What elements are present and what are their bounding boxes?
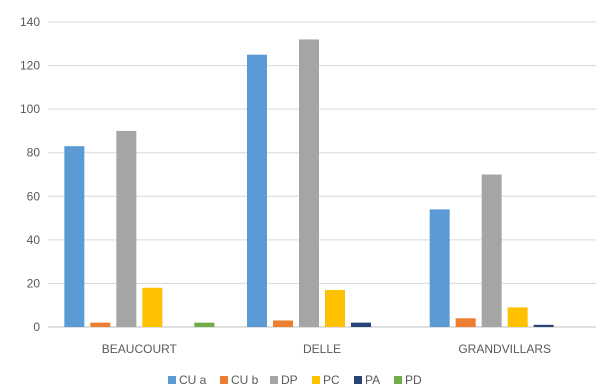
x-category-label: BEAUCOURT bbox=[102, 342, 178, 356]
legend-label: CU a bbox=[179, 373, 207, 387]
bar-pa-grandvillars bbox=[533, 324, 554, 327]
x-category-label: DELLE bbox=[303, 342, 341, 356]
bar-pd-beaucourt bbox=[194, 322, 215, 327]
bar-cu-a-beaucourt bbox=[64, 146, 85, 327]
y-tick-label: 80 bbox=[27, 146, 41, 160]
bar-cu-b-delle bbox=[273, 320, 293, 327]
bars bbox=[64, 39, 554, 328]
legend-swatch bbox=[312, 376, 320, 384]
legend-swatch bbox=[220, 376, 228, 384]
y-tick-label: 0 bbox=[33, 320, 40, 334]
bar-dp-delle bbox=[299, 39, 319, 328]
bar-pc-beaucourt bbox=[142, 287, 163, 327]
bar-pc-delle bbox=[325, 289, 345, 327]
bar-dp-grandvillars bbox=[481, 174, 502, 327]
legend: CU a CU b DP PC PA PD bbox=[168, 373, 422, 387]
bar-cu-b-grandvillars bbox=[455, 318, 476, 327]
x-axis: BEAUCOURT DELLE GRANDVILLARS bbox=[102, 342, 551, 356]
legend-swatch bbox=[394, 376, 402, 384]
y-tick-label: 60 bbox=[27, 189, 41, 203]
legend-label: PD bbox=[405, 373, 422, 387]
y-tick-label: 140 bbox=[20, 15, 40, 29]
y-tick-label: 20 bbox=[27, 276, 41, 290]
y-tick-label: 120 bbox=[20, 59, 40, 73]
legend-label: PA bbox=[365, 373, 380, 387]
gridlines bbox=[48, 21, 596, 328]
bar-cu-b-beaucourt bbox=[90, 322, 111, 327]
x-category-label: GRANDVILLARS bbox=[458, 342, 551, 356]
legend-label: DP bbox=[281, 373, 298, 387]
bar-cu-a-grandvillars bbox=[429, 209, 450, 327]
legend-label: PC bbox=[323, 373, 340, 387]
y-axis: 0 20 40 60 80 100 120 140 bbox=[20, 15, 40, 334]
bar-pc-grandvillars bbox=[507, 307, 528, 327]
y-tick-label: 100 bbox=[20, 102, 40, 116]
bar-pa-delle bbox=[351, 322, 371, 327]
y-tick-label: 40 bbox=[27, 233, 41, 247]
legend-swatch bbox=[354, 376, 362, 384]
bar-dp-beaucourt bbox=[116, 130, 137, 327]
legend-swatch bbox=[270, 376, 278, 384]
legend-label: CU b bbox=[231, 373, 259, 387]
legend-swatch bbox=[168, 376, 176, 384]
bar-cu-a-delle bbox=[247, 54, 267, 328]
